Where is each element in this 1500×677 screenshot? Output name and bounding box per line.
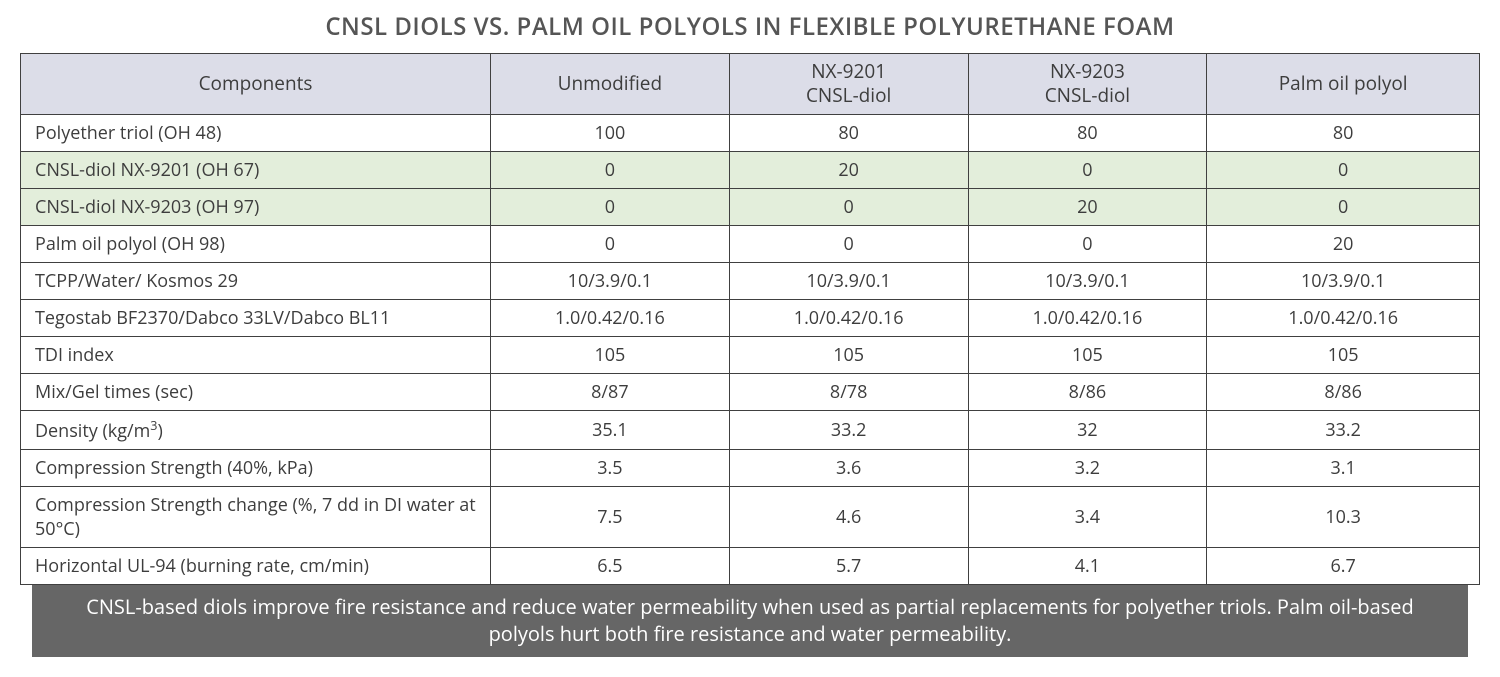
cell: 3.5 (491, 449, 730, 486)
cell: 0 (491, 151, 730, 188)
cell: 1.0/0.42/0.16 (1207, 299, 1480, 336)
table-row: CNSL-diol NX-9201 (OH 67)02000 (21, 151, 1480, 188)
cell: 105 (968, 336, 1207, 373)
col-header-nx9203: NX-9203CNSL-diol (968, 54, 1207, 115)
cell: 6.5 (491, 547, 730, 584)
table-row: Compression Strength (40%, kPa)3.53.63.2… (21, 449, 1480, 486)
page-title: CNSL DIOLS VS. PALM OIL POLYOLS IN FLEXI… (20, 10, 1480, 43)
cell: 1.0/0.42/0.16 (968, 299, 1207, 336)
cell: 4.6 (729, 486, 968, 547)
cell: 105 (729, 336, 968, 373)
cell: 20 (1207, 225, 1480, 262)
col-header-palm: Palm oil polyol (1207, 54, 1480, 115)
cell: 10/3.9/0.1 (1207, 262, 1480, 299)
cell: 33.2 (729, 410, 968, 449)
table-row: Horizontal UL-94 (burning rate, cm/min)6… (21, 547, 1480, 584)
row-label: Horizontal UL-94 (burning rate, cm/min) (21, 547, 491, 584)
cell: 10/3.9/0.1 (729, 262, 968, 299)
cell: 5.7 (729, 547, 968, 584)
cell: 0 (729, 225, 968, 262)
table-row: Mix/Gel times (sec)8/878/788/868/86 (21, 373, 1480, 410)
row-label: CNSL-diol NX-9201 (OH 67) (21, 151, 491, 188)
row-label: Polyether triol (OH 48) (21, 114, 491, 151)
row-label: Compression Strength (40%, kPa) (21, 449, 491, 486)
row-label: Mix/Gel times (sec) (21, 373, 491, 410)
cell: 100 (491, 114, 730, 151)
table-row: Tegostab BF2370/Dabco 33LV/Dabco BL111.0… (21, 299, 1480, 336)
row-label: Palm oil polyol (OH 98) (21, 225, 491, 262)
table-row: TCPP/Water/ Kosmos 2910/3.9/0.110/3.9/0.… (21, 262, 1480, 299)
row-label: TDI index (21, 336, 491, 373)
cell: 3.4 (968, 486, 1207, 547)
table-body: Polyether triol (OH 48)100808080CNSL-dio… (21, 114, 1480, 584)
cell: 4.1 (968, 547, 1207, 584)
row-label: TCPP/Water/ Kosmos 29 (21, 262, 491, 299)
cell: 3.2 (968, 449, 1207, 486)
cell: 32 (968, 410, 1207, 449)
col-header-unmodified: Unmodified (491, 54, 730, 115)
cell: 0 (491, 188, 730, 225)
cell: 10.3 (1207, 486, 1480, 547)
cell: 80 (729, 114, 968, 151)
row-label: Compression Strength change (%, 7 dd in … (21, 486, 491, 547)
table-row: Density (kg/m3)35.133.23233.2 (21, 410, 1480, 449)
cell: 6.7 (1207, 547, 1480, 584)
table-row: Polyether triol (OH 48)100808080 (21, 114, 1480, 151)
comparison-table: Components Unmodified NX-9201CNSL-diol N… (20, 53, 1480, 585)
cell: 8/78 (729, 373, 968, 410)
cell: 8/86 (1207, 373, 1480, 410)
cell: 33.2 (1207, 410, 1480, 449)
cell: 0 (968, 225, 1207, 262)
cell: 20 (729, 151, 968, 188)
cell: 1.0/0.42/0.16 (491, 299, 730, 336)
table-row: CNSL-diol NX-9203 (OH 97)00200 (21, 188, 1480, 225)
cell: 1.0/0.42/0.16 (729, 299, 968, 336)
cell: 8/87 (491, 373, 730, 410)
row-label: Density (kg/m3) (21, 410, 491, 449)
cell: 10/3.9/0.1 (968, 262, 1207, 299)
table-row: Palm oil polyol (OH 98)00020 (21, 225, 1480, 262)
cell: 0 (968, 151, 1207, 188)
cell: 0 (729, 188, 968, 225)
cell: 105 (491, 336, 730, 373)
cell: 20 (968, 188, 1207, 225)
table-row: Compression Strength change (%, 7 dd in … (21, 486, 1480, 547)
table-row: TDI index105105105105 (21, 336, 1480, 373)
table-header-row: Components Unmodified NX-9201CNSL-diol N… (21, 54, 1480, 115)
row-label: Tegostab BF2370/Dabco 33LV/Dabco BL11 (21, 299, 491, 336)
col-header-nx9201: NX-9201CNSL-diol (729, 54, 968, 115)
cell: 0 (491, 225, 730, 262)
cell: 10/3.9/0.1 (491, 262, 730, 299)
col-header-components: Components (21, 54, 491, 115)
cell: 0 (1207, 151, 1480, 188)
cell: 0 (1207, 188, 1480, 225)
cell: 3.1 (1207, 449, 1480, 486)
table-caption: CNSL-based diols improve fire resistance… (32, 585, 1468, 657)
cell: 8/86 (968, 373, 1207, 410)
cell: 7.5 (491, 486, 730, 547)
cell: 80 (1207, 114, 1480, 151)
cell: 80 (968, 114, 1207, 151)
row-label: CNSL-diol NX-9203 (OH 97) (21, 188, 491, 225)
cell: 35.1 (491, 410, 730, 449)
cell: 105 (1207, 336, 1480, 373)
cell: 3.6 (729, 449, 968, 486)
